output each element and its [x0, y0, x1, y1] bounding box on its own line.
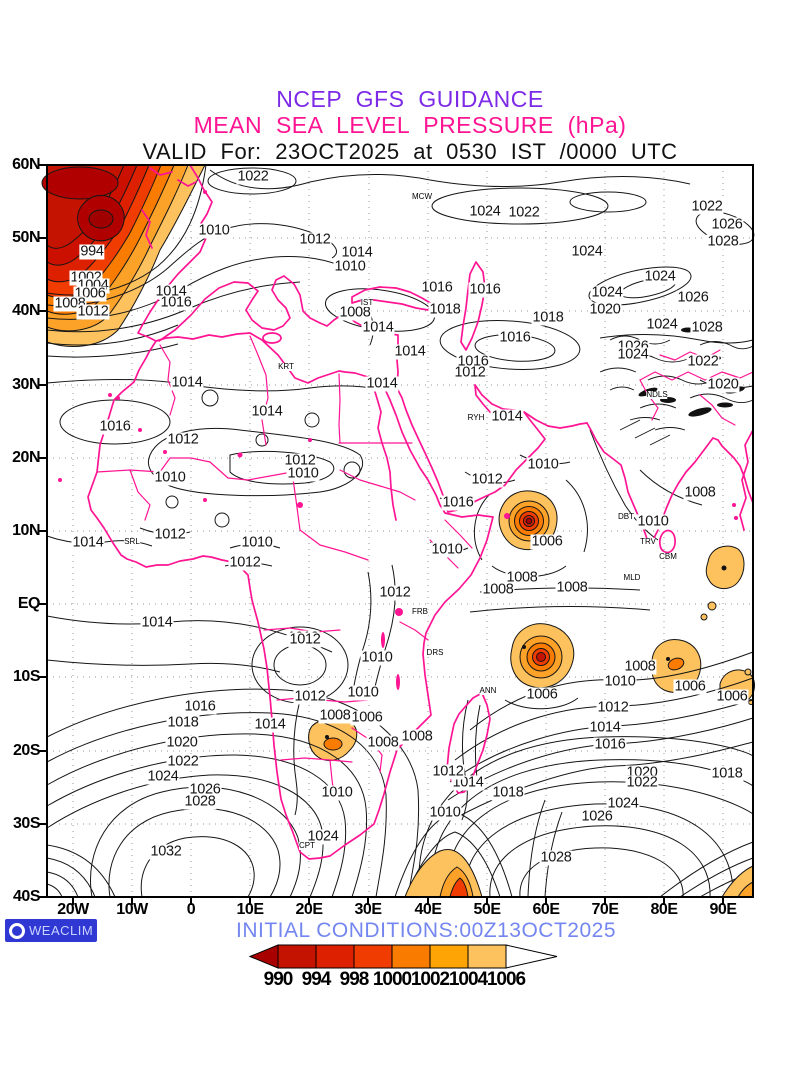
weaclim-logo: WEACLIM — [5, 919, 97, 942]
south-africa-heat-low — [308, 718, 358, 761]
page-title: NCEP GFS GUIDANCE — [276, 86, 544, 112]
colorbar-segment — [277, 944, 317, 969]
nile-river — [370, 379, 397, 521]
page-subtitle: MEAN SEA LEVEL PRESSURE (hPa) — [193, 112, 627, 138]
sw-indian-cyclone — [504, 623, 579, 710]
initial-conditions-line: INITIAL CONDITIONS:00Z13OCT2025 — [236, 919, 616, 942]
colorbar-segment — [353, 944, 393, 969]
colorbar-segment — [315, 944, 355, 969]
weaclim-ring-icon — [9, 922, 25, 939]
uk-fragments — [141, 167, 197, 249]
africa-coastline — [87, 332, 494, 860]
colorbar-left-arrow — [248, 944, 279, 969]
colorbar-right-arrow — [505, 944, 558, 969]
colorbar-segment — [429, 944, 469, 969]
india-coastline — [586, 422, 754, 546]
map-frame — [46, 164, 754, 898]
weaclim-logo-text: WEACLIM — [29, 923, 94, 938]
valid-time-line: VALID For: 23OCT2025 at 0530 IST /0000 U… — [142, 139, 678, 164]
country-borders — [96, 335, 754, 801]
sri-lanka — [659, 529, 676, 554]
bottom-centre-low-fill — [404, 849, 754, 898]
persian-gulf-iran-coast — [474, 384, 588, 429]
sicily — [262, 332, 282, 344]
se-asia-coast — [739, 429, 754, 531]
colorbar-segment — [391, 944, 431, 969]
lakes-and-islets — [58, 190, 738, 690]
east-indian-lows — [651, 545, 755, 705]
europe-coastline — [137, 164, 213, 342]
madagascar — [446, 692, 491, 794]
colorbar-segment — [467, 944, 507, 969]
